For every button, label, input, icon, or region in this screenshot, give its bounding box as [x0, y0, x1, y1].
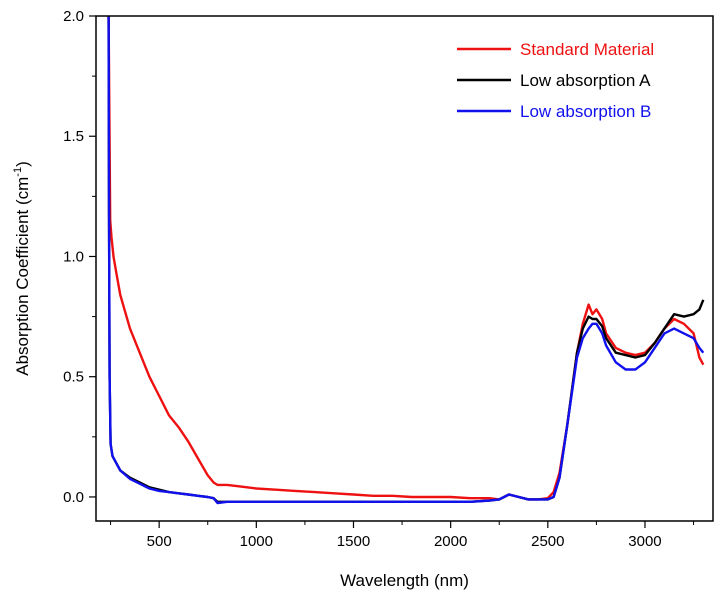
x-tick-label: 3000: [628, 533, 661, 550]
x-tick-label: 500: [147, 533, 172, 550]
x-tick-label: 1000: [240, 533, 273, 550]
legend-label-low-absorption-b: Low absorption B: [520, 102, 651, 121]
y-axis-title-main: Absorption Coefficient (cm: [13, 177, 32, 376]
y-axis-title-sup: -1: [12, 167, 24, 177]
y-axis-title: Absorption Coefficient (cm-1): [12, 161, 32, 376]
legend-label-standard-material: Standard Material: [520, 40, 654, 59]
y-tick-label: 1.0: [63, 248, 84, 265]
legend-label-low-absorption-a: Low absorption A: [520, 71, 651, 90]
x-tick-label: 2000: [434, 533, 467, 550]
y-axis-title-close: ): [13, 161, 32, 167]
y-tick-label: 0.0: [63, 489, 84, 506]
y-tick-label: 0.5: [63, 369, 84, 386]
y-tick-label: 2.0: [63, 8, 84, 25]
y-tick-label: 1.5: [63, 128, 84, 145]
x-tick-label: 2500: [531, 533, 564, 550]
x-axis-title: Wavelength (nm): [340, 571, 469, 590]
x-tick-label: 1500: [337, 533, 370, 550]
